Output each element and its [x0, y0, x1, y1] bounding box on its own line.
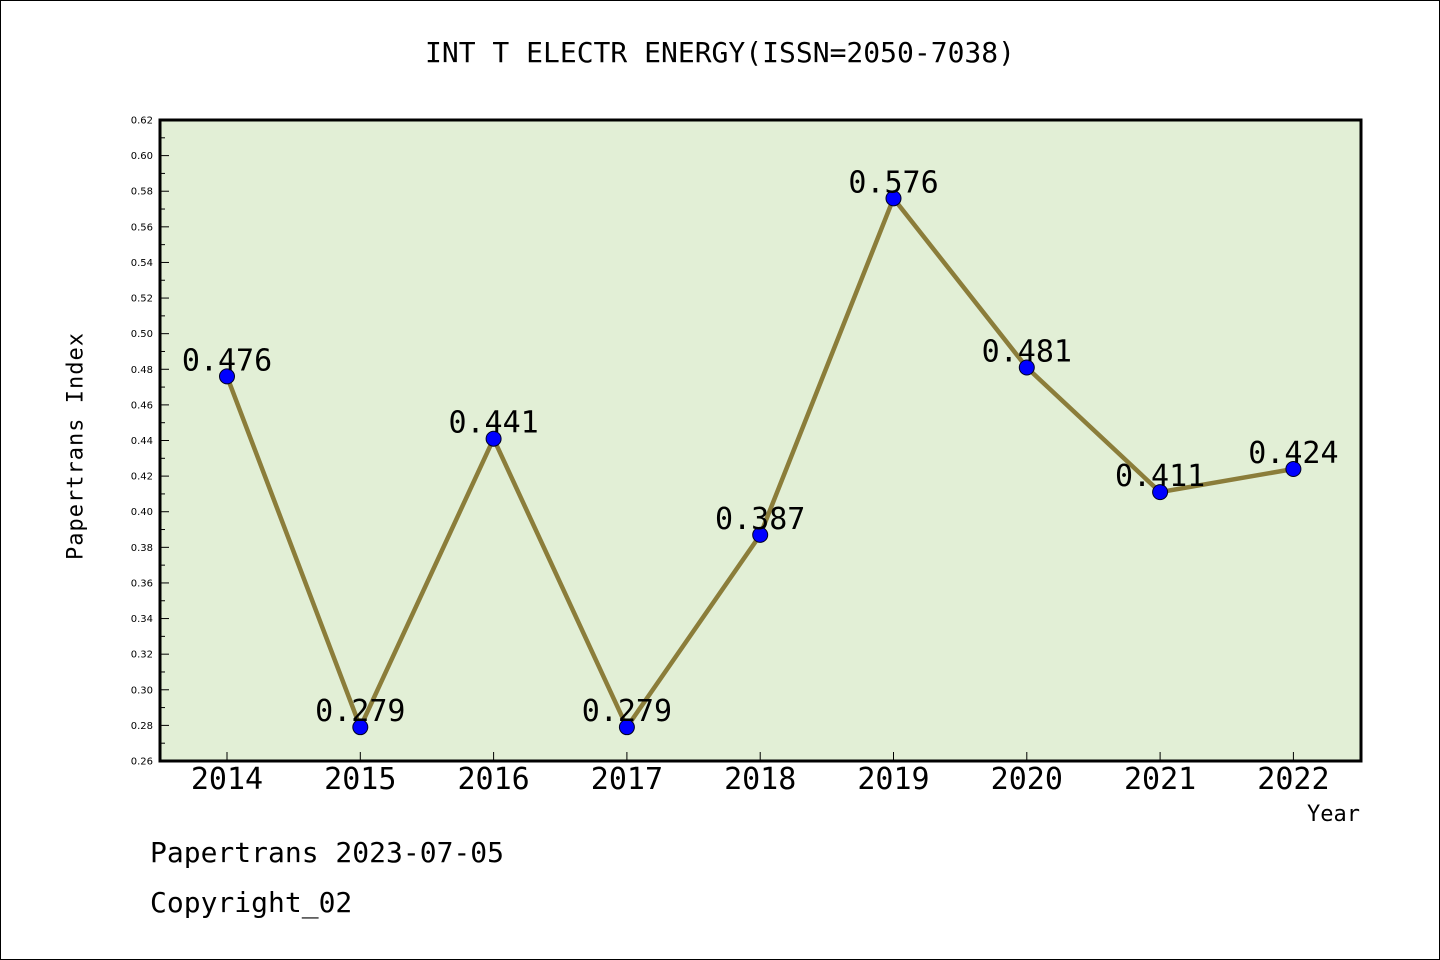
y-tick-label: 0.38: [131, 543, 153, 554]
y-tick-label: 0.30: [131, 685, 153, 696]
y-tick-label: 0.62: [131, 116, 153, 127]
data-point: [752, 526, 769, 543]
y-tick-label: 0.56: [131, 222, 153, 233]
chart-title: INT T ELECTR ENERGY(ISSN=2050-7038): [424, 36, 1015, 69]
y-tick-label: 0.32: [131, 650, 153, 661]
data-label: 0.476: [182, 343, 272, 378]
data-point: [352, 719, 369, 736]
y-tick-label: 0.48: [131, 365, 153, 376]
x-axis-label: Year: [1307, 802, 1360, 827]
y-tick-label: 0.28: [131, 721, 153, 732]
data-point: [1152, 484, 1169, 501]
y-tick-label: 0.34: [131, 614, 153, 625]
y-tick-label: 0.26: [131, 757, 153, 768]
y-tick-label: 0.44: [131, 436, 153, 447]
x-tick-label: 2019: [857, 762, 929, 797]
data-label: 0.441: [448, 406, 538, 441]
y-tick-label: 0.36: [131, 578, 153, 589]
data-label: 0.279: [315, 694, 405, 729]
y-tick-label: 0.46: [131, 400, 153, 411]
data-label: 0.387: [715, 502, 805, 537]
data-label: 0.279: [582, 694, 672, 729]
x-tick-label: 2020: [991, 762, 1063, 797]
y-tick-label: 0.42: [131, 472, 153, 483]
data-point: [1285, 460, 1302, 477]
y-tick-label: 0.40: [131, 507, 153, 518]
x-tick-label: 2017: [591, 762, 663, 797]
y-tick-label: 0.50: [131, 329, 153, 340]
x-tick-label: 2014: [191, 762, 263, 797]
x-tick-label: 2016: [457, 762, 529, 797]
data-point: [485, 430, 502, 447]
x-tick-label: 2022: [1257, 762, 1329, 797]
y-tick-label: 0.58: [131, 187, 153, 198]
plot-border: [158, 118, 1363, 763]
data-point: [219, 368, 235, 385]
data-point: [885, 190, 902, 207]
data-label: 0.576: [848, 165, 938, 200]
data-point: [618, 719, 635, 736]
data-label: 0.411: [1115, 459, 1205, 494]
footer-copyright: Copyright_02: [150, 886, 353, 919]
footer-date: Papertrans 2023-07-05: [150, 836, 505, 869]
y-tick-label: 0.60: [131, 151, 153, 162]
x-tick-label: 2015: [324, 762, 396, 797]
y-tick-label: 0.54: [131, 258, 153, 269]
x-tick-label: 2021: [1124, 762, 1196, 797]
data-point: [1018, 359, 1035, 376]
plot-area: [160, 120, 1361, 761]
data-label: 0.424: [1248, 436, 1338, 471]
data-label: 0.481: [982, 334, 1072, 369]
x-tick-label: 2018: [724, 762, 796, 797]
y-tick-label: 0.52: [131, 294, 153, 305]
